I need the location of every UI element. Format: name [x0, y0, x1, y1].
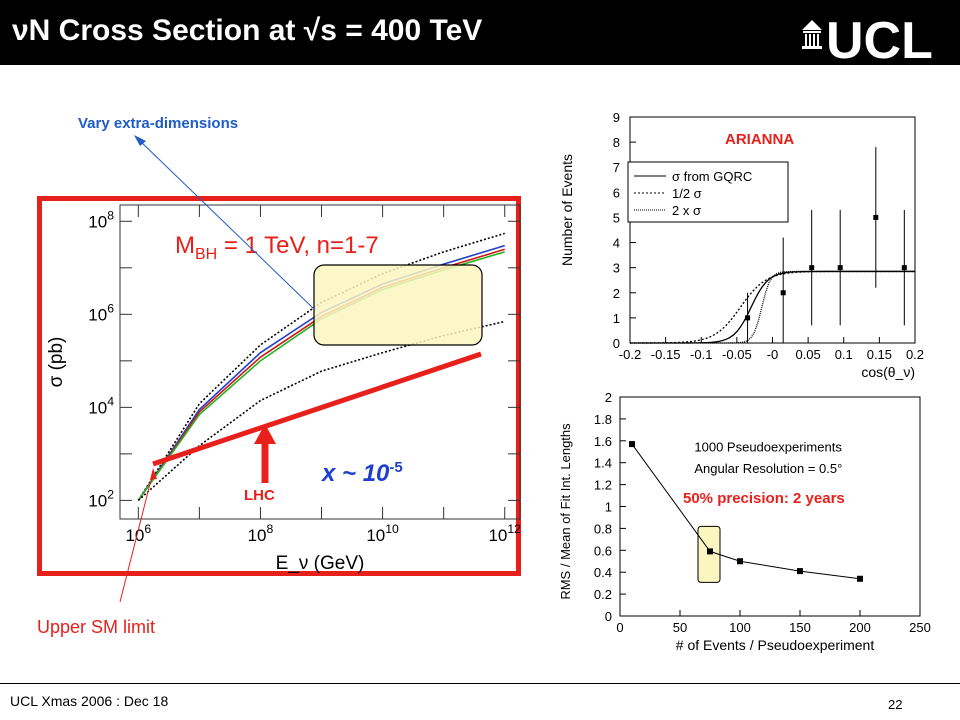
y-tick-label: 106 [88, 301, 114, 324]
x-axis-label: # of Events / Pseudoexperiment [676, 637, 875, 653]
data-point [629, 441, 635, 448]
footer-text: UCL Xmas 2006 : Dec 18 [10, 693, 169, 709]
legend-label: σ from GQRC [672, 169, 752, 184]
x-tick-label: -0.2 [619, 347, 641, 362]
y-tick-label: 102 [88, 487, 114, 510]
plot-frame [119, 204, 521, 520]
legend-box [627, 161, 789, 223]
x-tick-label: 1012 [488, 522, 521, 545]
data-point [809, 265, 815, 271]
y-tick-label: 0 [613, 336, 620, 351]
precision-label: 50% precision: 2 years [683, 490, 845, 507]
half-sigma-curve [629, 270, 916, 344]
y-tick-label: 108 [88, 208, 114, 231]
upper-sm-limit-label: Upper SM limit [37, 617, 156, 637]
y-tick-label: 1.4 [594, 456, 612, 471]
lhc-arrow-head [254, 424, 276, 444]
y-tick-label: 9 [613, 110, 620, 125]
y-axis-label: Number of Events [559, 154, 575, 266]
legend-label: 1/2 σ [672, 186, 702, 201]
x-tick-label: -0 [767, 347, 779, 362]
x-tick-label: 0.2 [906, 347, 924, 362]
data-point [873, 214, 879, 220]
data-point [901, 265, 907, 271]
y-tick-label: 0.6 [594, 543, 612, 558]
x-tick-label: 250 [909, 620, 931, 635]
x-tick-label: 50 [673, 620, 687, 635]
chart-note: 1000 Pseudoexperiments [694, 439, 842, 454]
mbh-annotation: MBH = 1 TeV, n=1-7 [175, 232, 379, 263]
x-tick-label: -0.05 [722, 347, 752, 362]
title-bar: νN Cross Section at √s = 400 TeV UCL [0, 0, 960, 70]
x-axis-label: cos(θ_ν) [861, 364, 915, 380]
vary-pointer-line [137, 138, 316, 311]
y-axis-label: σ (pb) [46, 337, 67, 388]
ucl-logo: UCL [800, 12, 950, 70]
y-tick-label: 0.2 [594, 587, 612, 602]
x-tick-label: 0.15 [867, 347, 892, 362]
footer-divider [0, 683, 960, 684]
x-tick-label: 1010 [366, 522, 399, 545]
suppression-factor: x ~ 10-5 [322, 459, 403, 488]
y-tick-label: 104 [88, 394, 114, 417]
legend-label: 2 x σ [672, 203, 701, 218]
data-point [707, 548, 713, 555]
portico-icon [802, 20, 822, 49]
y-tick-label: 0.8 [594, 521, 612, 536]
y-tick-label: 6 [613, 185, 620, 200]
x-tick-label: 0.05 [795, 347, 820, 362]
data-point [797, 568, 803, 575]
x-tick-label: 0 [616, 620, 623, 635]
chart-note: Angular Resolution = 0.5° [694, 461, 842, 476]
upper-sm-pointer-head [150, 468, 157, 480]
upper-sm-pointer-line [119, 471, 154, 603]
x-tick-label: -0.15 [651, 347, 681, 362]
upper-sm-limit-line [152, 351, 482, 467]
y-tick-label: 1 [613, 311, 620, 326]
y-tick-label: 1.6 [594, 434, 612, 449]
arianna-label: ARIANNA [725, 131, 795, 148]
x-tick-label: -0.1 [690, 347, 712, 362]
y-tick-label: 5 [613, 210, 620, 225]
data-point [837, 265, 843, 271]
highlight-box [313, 264, 483, 346]
x-axis-label: E_ν (GeV) [276, 553, 365, 574]
y-tick-label: 0.4 [594, 565, 612, 580]
y-tick-label: 1.8 [594, 412, 612, 427]
vary-extra-dimensions-label: Vary extra-dimensions [78, 115, 239, 132]
cross-section-frame [37, 196, 521, 576]
page-number: 22 [888, 697, 903, 712]
x-tick-label: 108 [248, 522, 274, 545]
data-point [737, 558, 743, 565]
suppression-exp: -5 [389, 459, 403, 476]
y-tick-label: 7 [613, 160, 620, 175]
y-tick-label: 8 [613, 135, 620, 150]
x-tick-label: 106 [125, 522, 151, 545]
data-point [857, 575, 863, 582]
x-tick-label: 100 [729, 620, 751, 635]
x-tick-label: 200 [849, 620, 871, 635]
x-tick-label: 150 [789, 620, 811, 635]
x-tick-label: 0.1 [835, 347, 853, 362]
data-point [780, 290, 786, 296]
y-tick-label: 2 [613, 286, 620, 301]
lhc-label: LHC [244, 487, 275, 504]
slide-title: νN Cross Section at √s = 400 TeV [12, 14, 483, 47]
logo-text: UCL [826, 12, 933, 62]
data-point [745, 315, 751, 321]
y-tick-label: 1 [605, 500, 612, 515]
y-tick-label: 3 [613, 261, 620, 276]
y-axis-label: RMS / Mean of Fit Int. Lengths [558, 423, 573, 600]
y-tick-label: 1.2 [594, 478, 612, 493]
y-tick-label: 4 [613, 236, 620, 251]
y-tick-label: 0 [605, 609, 612, 624]
vary-pointer-head [134, 135, 146, 146]
suppression-base: x ~ 10 [322, 460, 390, 487]
y-tick-label: 2 [605, 390, 612, 405]
